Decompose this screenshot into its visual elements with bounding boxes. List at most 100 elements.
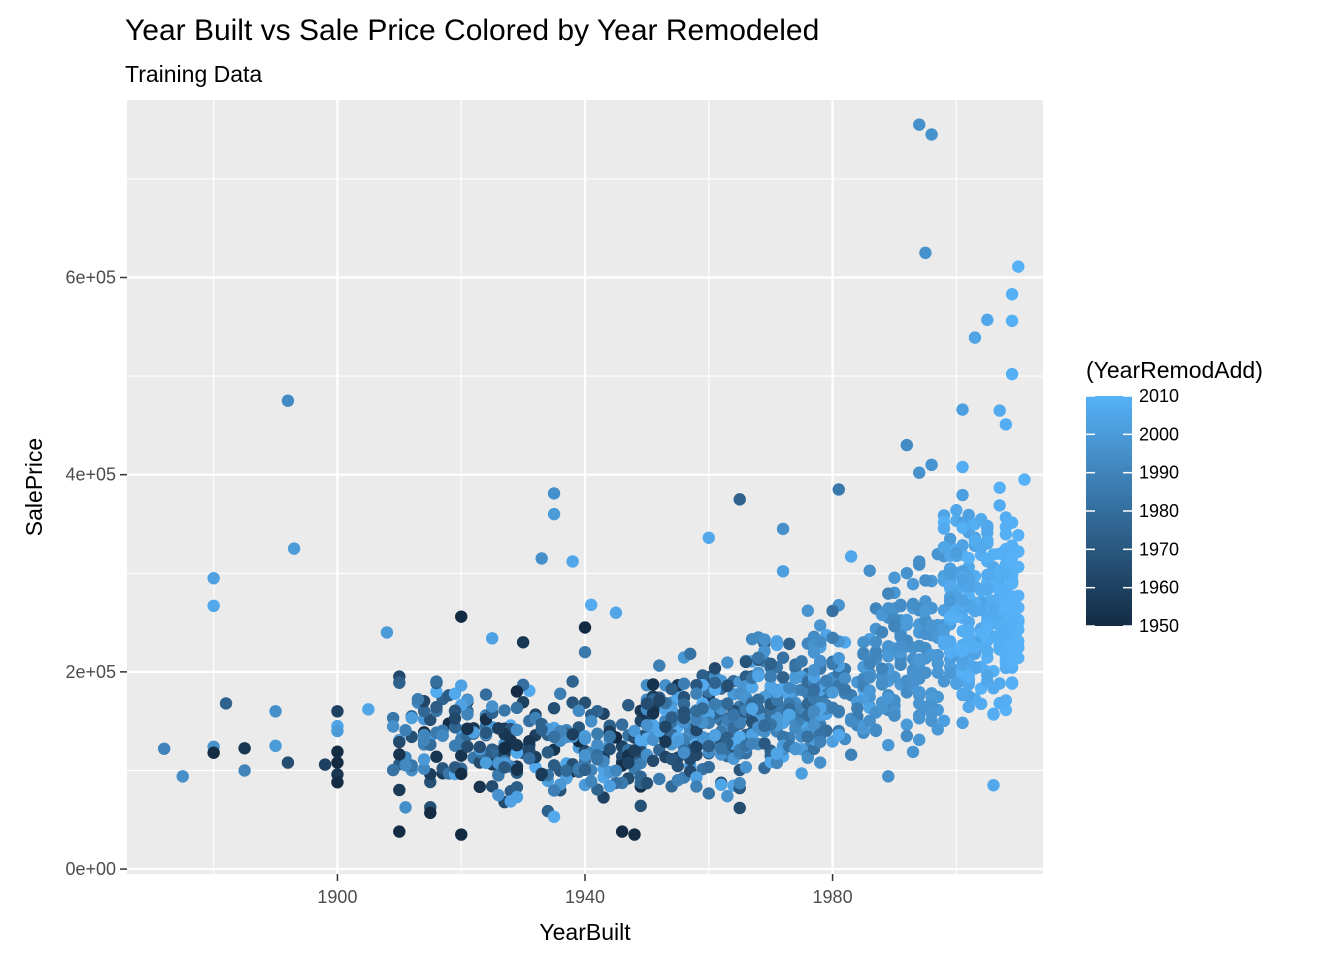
data-point	[839, 672, 851, 684]
data-point	[734, 493, 746, 505]
data-point	[566, 728, 578, 740]
data-point	[579, 621, 591, 633]
data-point	[882, 587, 894, 599]
x-axis-title: YearBuilt	[539, 919, 631, 945]
data-point	[628, 828, 640, 840]
data-point	[498, 742, 510, 754]
data-point	[913, 712, 925, 724]
data-point	[956, 521, 968, 533]
data-point	[399, 759, 411, 771]
data-point	[721, 656, 733, 668]
data-point	[956, 403, 968, 415]
data-point	[764, 670, 776, 682]
data-point	[684, 648, 696, 660]
data-point	[975, 541, 987, 553]
data-point	[826, 632, 838, 644]
data-point	[845, 550, 857, 562]
data-point	[492, 789, 504, 801]
data-point	[511, 685, 523, 697]
data-point	[474, 781, 486, 793]
data-point	[808, 684, 820, 696]
data-point	[616, 718, 628, 730]
y-tick-label: 2e+05	[65, 662, 116, 682]
data-point	[616, 825, 628, 837]
data-point	[789, 743, 801, 755]
data-point	[963, 552, 975, 564]
data-point	[1006, 516, 1018, 528]
data-point	[845, 748, 857, 760]
data-point	[474, 741, 486, 753]
x-tick-label: 1900	[317, 887, 357, 907]
data-point	[548, 702, 560, 714]
data-point	[721, 697, 733, 709]
chart-subtitle: Training Data	[125, 61, 262, 87]
data-point	[795, 655, 807, 667]
data-point	[653, 694, 665, 706]
data-point	[1006, 616, 1018, 628]
data-point	[876, 702, 888, 714]
data-point	[269, 740, 281, 752]
data-point	[944, 646, 956, 658]
data-point	[814, 636, 826, 648]
data-point	[703, 761, 715, 773]
data-point	[288, 542, 300, 554]
data-point	[808, 705, 820, 717]
data-point	[393, 736, 405, 748]
data-point	[758, 633, 770, 645]
legend-tick-label: 1960	[1139, 578, 1179, 598]
data-point	[331, 776, 343, 788]
data-point	[269, 705, 281, 717]
legend-tick-label: 2000	[1139, 424, 1179, 444]
data-point	[282, 395, 294, 407]
data-point	[734, 777, 746, 789]
data-point	[882, 691, 894, 703]
data-point	[579, 646, 591, 658]
data-point	[393, 825, 405, 837]
data-point	[993, 499, 1005, 511]
data-point	[981, 582, 993, 594]
data-point	[535, 768, 547, 780]
data-point	[585, 775, 597, 787]
data-point	[987, 601, 999, 613]
data-point	[944, 610, 956, 622]
data-point	[808, 646, 820, 658]
data-point	[1000, 418, 1012, 430]
data-point	[696, 702, 708, 714]
data-point	[430, 701, 442, 713]
data-point	[1006, 551, 1018, 563]
data-point	[1012, 652, 1024, 664]
data-point	[548, 731, 560, 743]
data-point	[331, 725, 343, 737]
data-point	[950, 547, 962, 559]
data-point	[746, 737, 758, 749]
data-point	[740, 656, 752, 668]
data-point	[826, 701, 838, 713]
data-point	[901, 439, 913, 451]
data-point	[925, 619, 937, 631]
data-point	[1006, 368, 1018, 380]
data-point	[362, 703, 374, 715]
data-point	[734, 802, 746, 814]
data-point	[177, 770, 189, 782]
data-point	[715, 779, 727, 791]
data-point	[925, 459, 937, 471]
data-point	[857, 636, 869, 648]
data-point	[709, 662, 721, 674]
data-point	[771, 686, 783, 698]
data-point	[480, 757, 492, 769]
data-point	[913, 640, 925, 652]
data-point	[901, 719, 913, 731]
legend-title: (YearRemodAdd)	[1086, 357, 1263, 383]
data-point	[480, 688, 492, 700]
data-point	[207, 747, 219, 759]
legend-tick-label: 1980	[1139, 501, 1179, 521]
data-point	[678, 712, 690, 724]
data-point	[894, 659, 906, 671]
data-point	[956, 717, 968, 729]
data-point	[894, 640, 906, 652]
data-point	[777, 671, 789, 683]
data-point	[715, 742, 727, 754]
data-point	[851, 702, 863, 714]
data-point	[913, 555, 925, 567]
